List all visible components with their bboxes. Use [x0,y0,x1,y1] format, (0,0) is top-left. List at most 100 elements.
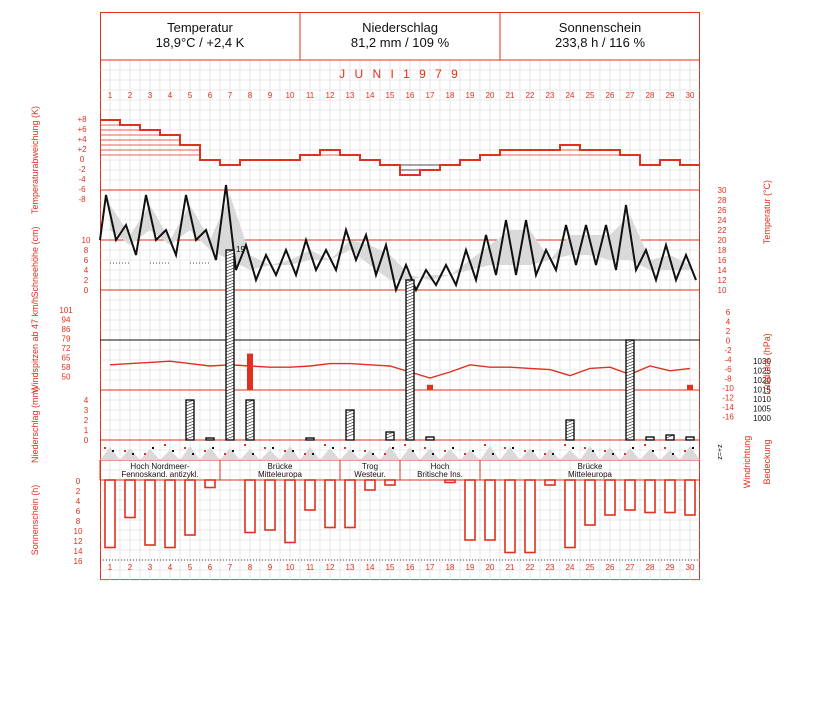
sunshine-bar [384,479,396,486]
temperature-tick: 18 [718,246,727,255]
day-label: 23 [546,91,555,100]
precip-hatch [225,342,235,347]
wind-direction-dot [232,450,234,452]
pressure-alt-tick: 4 [726,318,731,327]
deviation-tick: +6 [77,125,87,134]
day-label: 24 [566,91,575,100]
pressure-alt-tick: -8 [724,375,732,384]
precip-hatch [405,333,415,338]
precip-hatch [405,321,415,326]
day-label: 18 [446,563,455,572]
precip-hatch [405,405,415,410]
wind-direction-dot [344,447,346,449]
pressure-alt-tick: -10 [722,384,734,393]
pressure-tick: 1010 [753,395,771,404]
precip-hatch [225,423,235,428]
precip-hatch [405,294,415,299]
wind-direction-dot [564,444,566,446]
day-label: 18 [446,91,455,100]
wind-direction-dot [124,450,126,452]
precip-hatch [405,285,415,290]
precip-hatch [565,434,575,439]
precip-hatch [185,405,195,410]
precip-hatch [245,408,255,413]
weather-type-label: Britische Ins. [417,470,463,479]
precip-hatch [245,414,255,419]
wind-direction-dot [612,453,614,455]
precip-hatch [405,432,415,437]
sunshine-bar [364,479,376,491]
precip-hatch [225,291,235,296]
cloud-cover-mark [400,447,420,460]
sunshine-tick: 6 [76,507,81,516]
precip-hatch [185,408,195,413]
precip-hatch [225,327,235,332]
snow-tick: 6 [84,256,89,265]
pressure-tick: 1020 [753,376,771,385]
wind-direction-dot [272,447,274,449]
precip-hatch [405,291,415,296]
precip-hatch [405,417,415,422]
wind-direction-dot [192,453,194,455]
wind-direction-dot [424,447,426,449]
precip-hatch [185,435,195,440]
cloud-cover-mark [460,450,480,460]
wind-direction-dot [384,453,386,455]
precip-hatch [225,249,235,254]
day-label: 24 [566,563,575,572]
snow-tick: 4 [84,266,89,275]
day-label: 13 [346,563,355,572]
precip-hatch [225,411,235,416]
precip-hatch [225,339,235,344]
precip-hatch [405,387,415,392]
precip-hatch [405,345,415,350]
precip-hatch [405,315,415,320]
weather-type-label: Mitteleuropa [568,470,613,479]
wind-direction-dot [484,444,486,446]
day-label: 27 [626,91,635,100]
sunshine-bar [524,479,536,554]
temperature-tick: 16 [718,256,727,265]
wind-direction-dot [632,447,634,449]
precip-hatch [245,423,255,428]
snow-tick: 2 [84,276,89,285]
cloud-cover-mark [620,448,640,460]
temperature-tick: 14 [718,266,727,275]
precip-hatch [225,348,235,353]
day-label: 29 [666,563,675,572]
z-label: z=+z [717,444,724,460]
precip-hatch [185,399,195,404]
wind-tick: 72 [62,344,71,353]
max-marker-label: 19 [236,245,245,254]
precip-hatch [225,330,235,335]
precip-hatch [225,414,235,419]
cloud-cover-mark [140,449,160,460]
precip-hatch [405,300,415,305]
precip-hatch [345,412,355,417]
precip-hatch [245,402,255,407]
precip-hatch [225,429,235,434]
precip-hatch [225,420,235,425]
deviation-tick: -2 [78,165,86,174]
day-label: 8 [248,91,253,100]
wind-direction-dot [324,444,326,446]
wind-direction-dot [472,450,474,452]
wind-direction-dot [544,453,546,455]
day-label: 28 [646,563,655,572]
deviation-tick: -6 [78,185,86,194]
precip-hatch [405,360,415,365]
wind-direction-dot [432,453,434,455]
precipitation-bar [405,279,415,441]
precip-hatch [625,378,635,383]
precip-hatch [625,387,635,392]
wind-direction-dot [652,450,654,452]
precip-hatch [225,333,235,338]
precip-hatch [225,258,235,263]
wind-direction-dot [664,447,666,449]
sunshine-bar [604,479,616,516]
day-label: 29 [666,91,675,100]
day-label: 30 [686,91,695,100]
pressure-alt-tick: -14 [722,403,734,412]
precip-hatch [625,411,635,416]
sunshine-tick: 4 [76,497,81,506]
